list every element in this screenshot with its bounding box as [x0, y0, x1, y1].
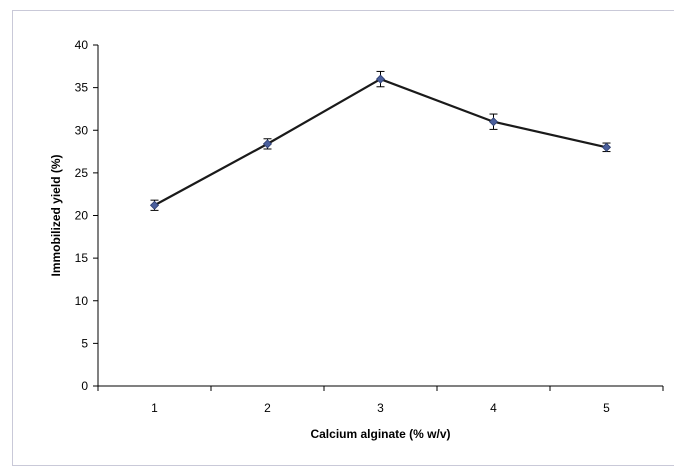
- y-tick-label: 25: [75, 166, 89, 180]
- line-chart: 0 5 10 15 20 25 30 35 40 1 2 3 4 5 Calcium alginate …: [49, 38, 664, 441]
- data-point: [488, 117, 499, 127]
- x-tick-label: 4: [490, 401, 497, 415]
- series-group: [149, 70, 612, 211]
- data-point: [601, 142, 612, 152]
- y-tick-label: 30: [75, 123, 89, 137]
- y-ticks: 0 5 10 15 20 25 30 35 40: [75, 38, 98, 393]
- data-point: [262, 139, 273, 149]
- x-axis-label: Calcium alginate (% w/v): [310, 427, 450, 441]
- axes: [97, 45, 663, 387]
- x-tick-label: 5: [603, 401, 610, 415]
- x-tick-label: 3: [377, 401, 384, 415]
- y-tick-label: 35: [75, 81, 89, 95]
- data-point: [375, 74, 386, 84]
- y-tick-label: 40: [75, 38, 89, 52]
- y-tick-label: 0: [81, 379, 88, 393]
- y-tick-label: 15: [75, 251, 89, 265]
- x-ticks: 1 2 3 4 5: [97, 386, 664, 415]
- y-tick-label: 5: [81, 336, 88, 350]
- x-tick-label: 1: [151, 401, 158, 415]
- y-tick-label: 20: [75, 209, 89, 223]
- chart-frame: [12, 10, 674, 466]
- x-tick-label: 2: [264, 401, 271, 415]
- data-point: [149, 200, 160, 210]
- y-tick-label: 10: [75, 294, 89, 308]
- series-line: [153, 77, 607, 207]
- y-axis-label: Immobilized yield (%): [49, 154, 63, 276]
